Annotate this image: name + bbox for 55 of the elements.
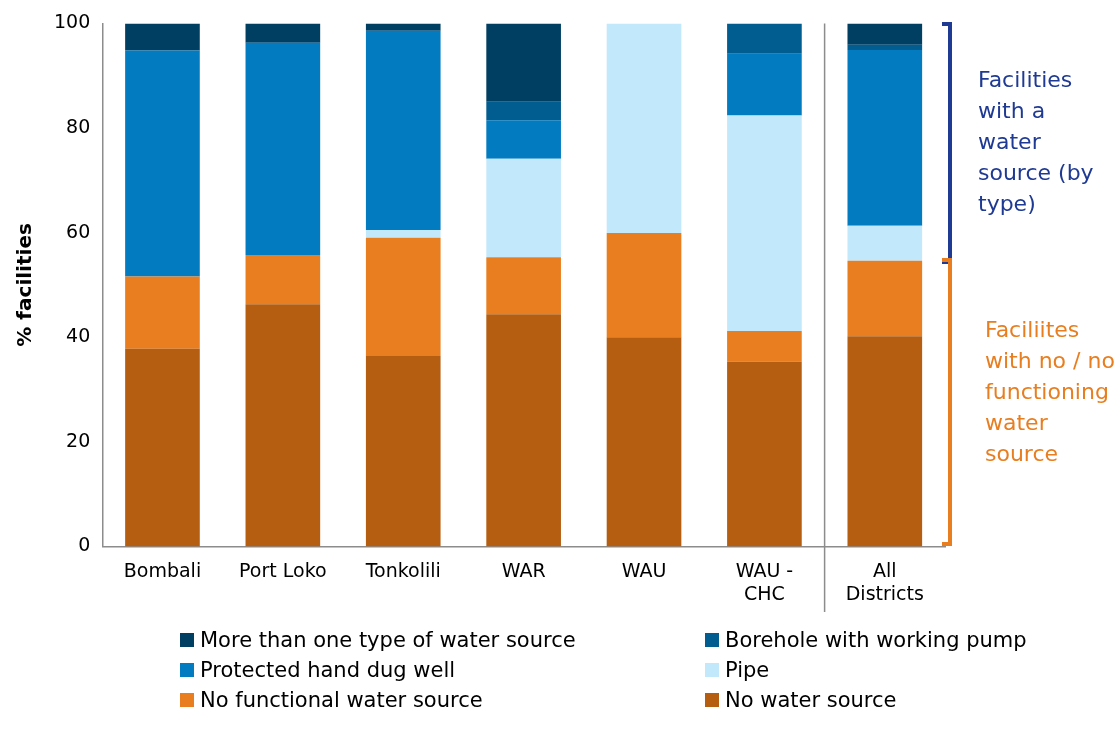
legend-label: Protected hand dug well: [200, 658, 456, 682]
x-tick-label: WAU - CHC: [735, 558, 794, 604]
bar: [606, 233, 682, 338]
x-tick-label: Tonkolili: [364, 558, 441, 581]
x-tick-label: WAR: [501, 558, 546, 581]
bar: [245, 23, 321, 43]
text: Facilities with a water source (by type): [978, 66, 1095, 218]
bar: [125, 50, 200, 277]
bar: [847, 23, 923, 45]
bar: [365, 356, 441, 547]
legend-label: More than one type of water source: [200, 628, 576, 652]
y-axis-title: % facilities: [12, 223, 37, 347]
bar: [486, 314, 561, 547]
bar: [125, 348, 200, 547]
bar: [847, 336, 923, 547]
bar: [486, 101, 561, 121]
y-tick-label: 100: [54, 10, 91, 33]
bar: [365, 23, 441, 31]
bar: [727, 115, 802, 331]
bar: [847, 225, 923, 261]
text: Faciliites with no / no functioning water source: [985, 316, 1116, 468]
bar: [365, 229, 441, 238]
bar: [365, 237, 441, 357]
x-tick-label: WAU: [621, 558, 667, 581]
bar: [365, 30, 441, 230]
legend-label: Borehole with working pump: [725, 628, 1027, 652]
x-tick-label: Bombali: [123, 558, 202, 581]
legend-label: Pipe: [725, 658, 770, 682]
legend-label: No water source: [725, 688, 897, 712]
bar: [486, 120, 561, 159]
bar: [245, 304, 321, 547]
bar: [727, 330, 802, 362]
bar: [727, 53, 802, 116]
bar: [847, 44, 923, 51]
bar: [245, 42, 321, 256]
bar: [847, 50, 923, 226]
x-tick-label: All Districts: [845, 558, 924, 604]
bar: [727, 361, 802, 547]
bar: [125, 276, 200, 349]
bar: [486, 158, 561, 258]
y-tick-label: 80: [66, 114, 91, 137]
y-tick-label: 20: [66, 428, 91, 451]
legend-label: No functional water source: [200, 688, 483, 712]
y-tick-label: 40: [66, 324, 91, 347]
bar: [486, 257, 561, 315]
bar: [245, 255, 321, 305]
bar: [125, 23, 200, 51]
bar: [606, 337, 682, 547]
bar: [486, 23, 561, 102]
y-tick-label: 60: [66, 219, 91, 242]
bar: [606, 23, 682, 234]
x-tick-label: Port Loko: [239, 558, 327, 581]
bar: [727, 23, 802, 54]
y-tick-label: 0: [78, 533, 91, 556]
bar: [847, 260, 923, 337]
